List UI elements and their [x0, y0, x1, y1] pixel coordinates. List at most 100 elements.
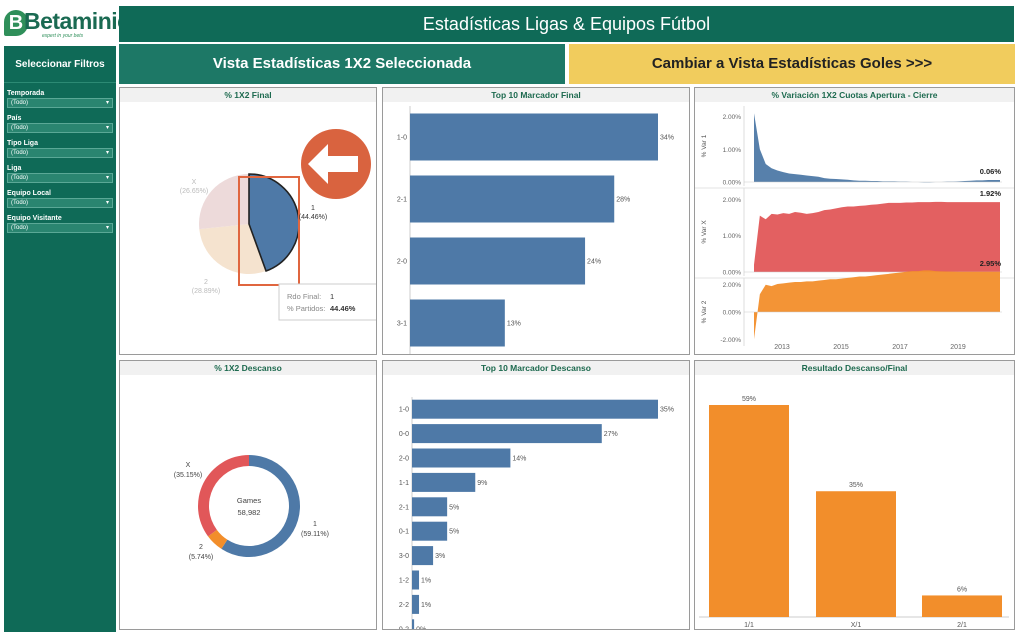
bar-value-label: 28% [616, 197, 630, 204]
bar-0-2 [412, 619, 415, 637]
filter-5: Equipo Visitante (Todo) ▾ [4, 214, 116, 233]
bar-value-label: 27% [604, 431, 618, 438]
pie-pct-label-X: (26.65%) [180, 188, 208, 195]
filter-dropdown[interactable]: (Todo) ▾ [7, 223, 113, 233]
panel-title-variacion: % Variación 1X2 Cuotas Apertura - Cierre [695, 88, 1014, 102]
panel-title-1x2-final: % 1X2 Final [120, 88, 376, 102]
bar-value-label: 9% [477, 480, 487, 487]
y-tick-label: 1.00% [723, 147, 742, 154]
x-tick-label: 2017 [892, 344, 908, 351]
pie-label-1: 1 [311, 205, 315, 212]
donut-center-value: 58,982 [238, 508, 261, 517]
area-% Var X [754, 201, 1000, 272]
chevron-down-icon: ▾ [105, 225, 109, 231]
filter-dropdown[interactable]: (Todo) ▾ [7, 98, 113, 108]
bar-2/1 [922, 595, 1002, 617]
bar-value-label: 5% [449, 529, 459, 536]
donut-label-X: X [186, 462, 191, 469]
selection-highlight-box [238, 176, 300, 286]
logo-tagline: expert in your bets [42, 33, 84, 39]
view-1x2-button[interactable]: Vista Estadísticas 1X2 Seleccionada [119, 44, 565, 84]
area-variacion-cuotas: 2.00% 1.00% 0.00% % Var 1 0.06% 2.00% 1.00% 0.0… [695, 106, 1014, 351]
pie-label-2: 2 [204, 279, 208, 286]
chevron-down-icon: ▾ [105, 100, 109, 106]
filter-label: País [7, 115, 22, 122]
bar-category-label: 2/1 [957, 622, 967, 629]
donut-slice-1 [221, 455, 301, 557]
bar-category-label: 2-2 [399, 602, 409, 609]
series-axis-title: % Var X [701, 220, 708, 244]
panel-title-top10-final: Top 10 Marcador Final [383, 88, 689, 102]
back-arrow-icon[interactable] [301, 129, 371, 199]
back-arrow-shape [308, 144, 358, 184]
x-tick-label: 2015 [833, 344, 849, 351]
chevron-down-icon: ▾ [105, 175, 109, 181]
pie-pct-label-2: (28.89%) [192, 288, 220, 295]
bar-X/1 [816, 491, 896, 617]
filter-label: Liga [7, 165, 22, 172]
page-title: Estadísticas Ligas & Equipos Fútbol [119, 6, 1014, 42]
panel-top10-final: Top 10 Marcador Final 1-0 34% 2-1 28% 2-0 24%… [382, 87, 690, 355]
bar-category-label: 0-2 [399, 626, 409, 629]
donut-pct-label-X: (35.15%) [174, 472, 202, 479]
sidebar-title: Seleccionar Filtros [4, 46, 116, 83]
bar-value-label: 3% [435, 553, 445, 560]
area-% Var 1 [754, 113, 1000, 183]
tooltip: Rdo Final: 1 % Partidos: 44.46% [278, 283, 400, 321]
filter-value: (Todo) [11, 200, 29, 206]
bar-value-label: 35% [660, 407, 674, 414]
filter-dropdown[interactable]: (Todo) ▾ [7, 173, 113, 183]
y-tick-label: 2.00% [723, 114, 742, 121]
y-tick-label: 2.00% [723, 197, 742, 204]
bar-2-1 [412, 497, 448, 517]
panel-1x2-final: % 1X2 Final 1 (44.46%) 2 (28.89%) X (26.65%) R… [119, 87, 400, 355]
filter-2: Tipo Liga (Todo) ▾ [4, 139, 116, 158]
bar-category-label: 2-0 [399, 456, 409, 463]
panel-title-1x2-descanso: % 1X2 Descanso [120, 361, 376, 375]
filter-3: Liga (Todo) ▾ [4, 164, 116, 183]
bar-category-label: 3-1 [397, 321, 407, 328]
pie-1x2-final: 1 (44.46%) 2 (28.89%) X (26.65%) Rdo Final: 1 % … [180, 129, 400, 321]
bar-value-label: 35% [849, 482, 863, 489]
bar-3-0 [412, 546, 434, 566]
filter-label: Equipo Local [7, 190, 51, 197]
bar-2-1 [410, 175, 615, 223]
betaminic-logo: B Betaminic expert in your bets [4, 6, 130, 42]
tooltip-box [278, 283, 400, 321]
pie-slices [199, 173, 300, 274]
pie-pct-label-1: (44.46%) [299, 214, 327, 221]
x-tick-label: 2019 [950, 344, 966, 351]
chevron-down-icon: ▾ [105, 150, 109, 156]
area-series-0: 2.00% 1.00% 0.00% % Var 1 0.06% [695, 106, 1014, 189]
bar-category-label: X/1 [851, 622, 862, 629]
bar-2-2 [412, 594, 420, 614]
filter-4: Equipo Local (Todo) ▾ [4, 189, 116, 208]
switch-goles-view-button[interactable]: Cambiar a Vista Estadísticas Goles >>> [569, 44, 1015, 84]
y-tick-label: 1.00% [723, 233, 742, 240]
panel-title-descanso-final: Resultado Descanso/Final [695, 361, 1014, 375]
chevron-down-icon: ▾ [105, 125, 109, 131]
filter-1: País (Todo) ▾ [4, 114, 116, 133]
bar-1-0 [410, 113, 658, 161]
filter-value: (Todo) [11, 225, 29, 231]
bar-category-label: 1-0 [399, 407, 409, 414]
area-series-2: 2.00% 0.00% -2.00% % Var 2 2.95% [701, 259, 1002, 346]
panel-title-top10-descanso: Top 10 Marcador Descanso [383, 361, 689, 375]
pie-label-X: X [192, 179, 197, 186]
filter-value: (Todo) [11, 100, 29, 106]
filter-dropdown[interactable]: (Todo) ▾ [7, 148, 113, 158]
bar-value-label: 14% [512, 456, 526, 463]
filter-dropdown[interactable]: (Todo) ▾ [7, 198, 113, 208]
filter-dropdown[interactable]: (Todo) ▾ [7, 123, 113, 133]
bar-1-1 [412, 472, 476, 492]
bar-1/1 [709, 405, 789, 617]
x-tick-label: 2013 [774, 344, 790, 351]
filter-sidebar: Seleccionar Filtros Temporada (Todo) ▾ País… [4, 46, 116, 632]
logo-b-icon: B [4, 10, 28, 36]
panel-descanso-final: Resultado Descanso/Final 59% 1/1 35% X/1 6% 2… [694, 360, 1015, 630]
bar-top10-descanso: 1-0 35% 0-0 27% 2-0 14% 1-1 9% 2-1 5% 0-1 5% 3-0 3% 1-… [399, 397, 674, 637]
donut-slice-2 [208, 529, 228, 549]
tooltip-value-1: 1 [330, 292, 334, 301]
bar-3-1 [410, 299, 505, 347]
donut-pct-label-1: (59.11%) [301, 531, 329, 538]
